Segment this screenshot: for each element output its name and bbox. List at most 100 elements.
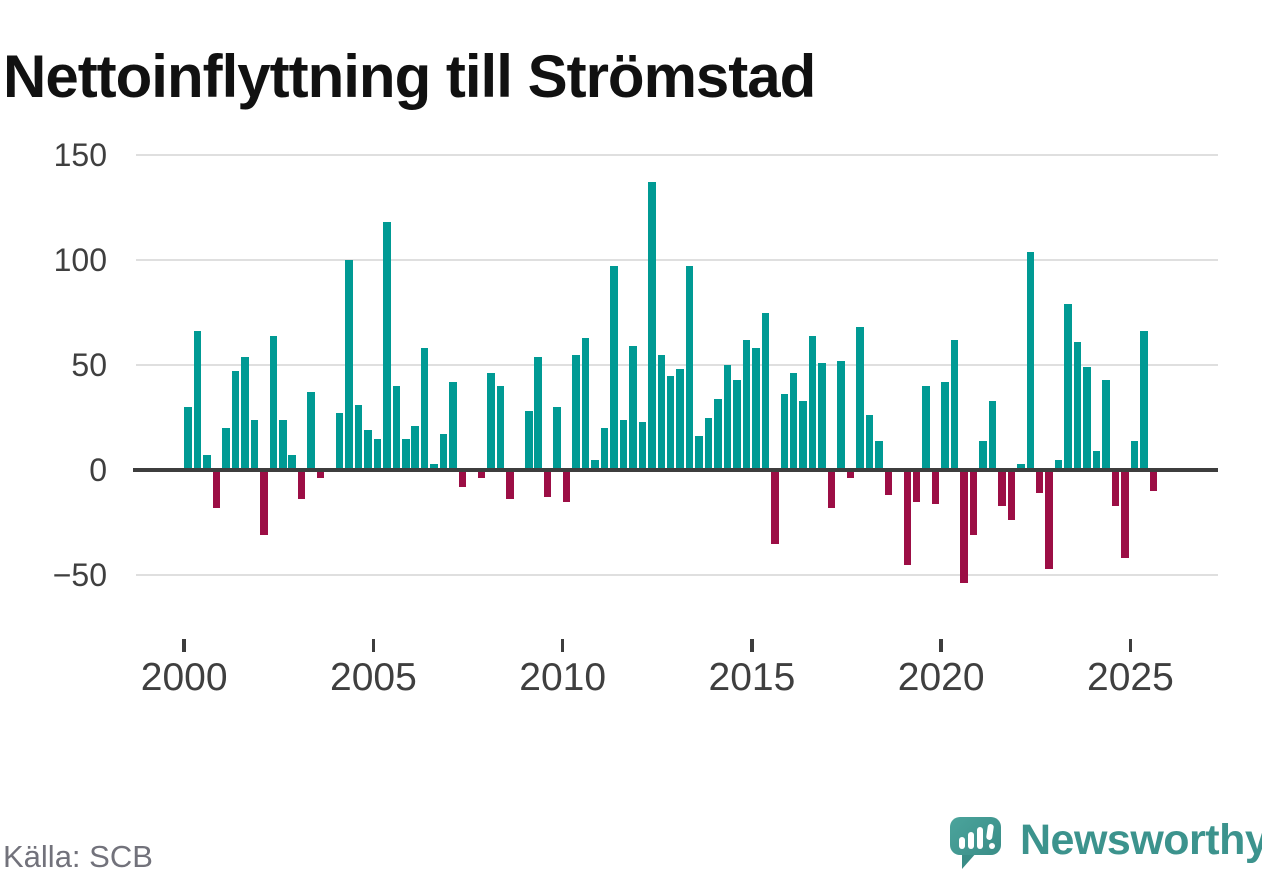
x-axis-tick: [750, 639, 754, 652]
bar: [288, 455, 296, 470]
bar: [203, 455, 211, 470]
x-axis-tick: [1128, 639, 1133, 652]
bar: [695, 436, 703, 470]
source-credit: Källa: SCB: [3, 839, 153, 874]
bar: [1073, 341, 1082, 470]
x-axis-label: 2000: [140, 656, 228, 699]
x-axis-line: [133, 467, 1218, 472]
gridline: [136, 259, 1218, 261]
bar: [553, 407, 561, 470]
bar: [780, 394, 788, 470]
bar: [279, 419, 287, 470]
bar: [316, 470, 325, 479]
bar: [903, 470, 911, 565]
bar: [307, 392, 315, 470]
bar: [714, 398, 722, 470]
bar: [402, 438, 410, 470]
bar: [998, 470, 1006, 506]
bar: [1054, 459, 1063, 470]
x-axis-tick: [371, 639, 376, 652]
bar: [941, 381, 949, 470]
bar: [638, 421, 647, 470]
x-axis-label: 2005: [330, 656, 417, 699]
x-axis-tick: [182, 639, 186, 652]
bar: [818, 362, 826, 470]
bar: [931, 470, 940, 504]
x-axis-label: 2015: [708, 656, 796, 699]
bar: [837, 360, 845, 470]
bar: [657, 354, 665, 470]
bar: [373, 438, 382, 470]
bar: [610, 266, 618, 470]
bar: [648, 182, 656, 470]
bar: [600, 428, 609, 470]
bar: [723, 365, 732, 470]
bar: [449, 381, 457, 470]
bar: [969, 470, 978, 536]
bar: [1007, 470, 1016, 521]
bar: [846, 470, 855, 479]
bar: [458, 470, 467, 487]
x-axis-label: 2025: [1087, 656, 1174, 699]
bar: [477, 470, 486, 479]
bar: [184, 407, 192, 470]
bar: [979, 440, 987, 470]
bar: [543, 470, 552, 498]
y-axis-label: 100: [53, 242, 107, 278]
bar: [487, 373, 495, 470]
bar: [335, 413, 344, 470]
x-axis-label: 2010: [519, 656, 607, 699]
bar: [1140, 331, 1148, 470]
bar: [799, 400, 807, 470]
bar: [193, 331, 202, 470]
bar: [430, 463, 438, 470]
bar: [884, 470, 893, 496]
logo-exclamation-dot: [989, 843, 995, 849]
bar: [525, 411, 533, 470]
bar: [1121, 470, 1129, 559]
bar: [865, 415, 874, 470]
gridline: [136, 574, 1218, 576]
bar: [827, 470, 836, 508]
x-axis-tick: [939, 639, 943, 652]
bar: [411, 425, 419, 470]
bar: [241, 356, 249, 470]
bar: [420, 348, 429, 470]
logo-bar-large: [977, 827, 983, 849]
bar: [1064, 304, 1072, 470]
bar: [789, 373, 798, 470]
bar: [950, 339, 959, 470]
bar: [1017, 463, 1025, 470]
bar: [704, 417, 713, 470]
bar: [591, 459, 599, 470]
gridline: [136, 154, 1218, 156]
bar: [269, 335, 278, 470]
bar: [1035, 470, 1044, 494]
bar: [808, 335, 817, 470]
bar: [1045, 470, 1053, 569]
bar: [383, 222, 391, 470]
bar: [685, 266, 694, 470]
bar: [1130, 440, 1139, 470]
bar: [231, 371, 240, 470]
bar: [988, 400, 997, 470]
bar: [742, 339, 751, 470]
bar: [1083, 367, 1091, 470]
bar: [354, 404, 363, 470]
logo-bar-small: [959, 837, 965, 849]
speech-bubble-tail-icon: [962, 852, 977, 869]
bar: [364, 430, 372, 470]
bar: [676, 369, 684, 470]
bar: [752, 348, 760, 470]
bar: [912, 470, 921, 502]
bar: [345, 260, 353, 470]
bar: [222, 428, 230, 470]
bar: [875, 440, 883, 470]
bar: [562, 470, 571, 502]
bar-chart-speech-bubble-icon: [950, 817, 1001, 855]
bar: [581, 337, 590, 470]
bar: [1149, 470, 1158, 491]
bar: [506, 470, 514, 500]
bar: [629, 346, 637, 470]
